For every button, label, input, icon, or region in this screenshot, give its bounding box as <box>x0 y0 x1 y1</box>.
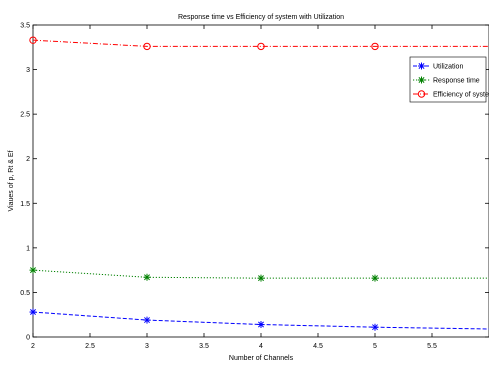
data-point <box>29 36 37 44</box>
legend: Utilization Response time Efficiency of sy… <box>409 56 489 103</box>
series-response-time <box>29 266 489 282</box>
y-tick-label: 3.5 <box>20 23 30 30</box>
series-layer <box>29 36 489 331</box>
y-tick-label: 0 <box>26 335 30 342</box>
y-tick-label: 3 <box>26 67 30 74</box>
x-tick-label: 5.5 <box>427 343 437 350</box>
x-tick-label: 2 <box>31 343 35 350</box>
axis-ticks: 2 2.5 3 3.5 4 4.5 5 5.5 0 0.5 1 1.5 2 2.5 3 3.5 <box>20 23 489 350</box>
x-tick-label: 2.5 <box>85 343 95 350</box>
y-tick-label: 1 <box>26 245 30 252</box>
series-line <box>32 39 489 47</box>
x-tick-label: 3 <box>145 343 149 350</box>
data-point <box>143 316 151 324</box>
x-tick-label: 4 <box>259 343 263 350</box>
data-point <box>143 42 151 51</box>
data-point <box>371 42 379 51</box>
legend-label: Response time <box>433 78 480 85</box>
legend-marker <box>418 62 425 70</box>
data-point <box>257 321 265 329</box>
data-point <box>371 323 379 331</box>
data-point <box>29 308 37 316</box>
legend-item: Efficiency of system <box>413 90 489 99</box>
chart-title: Response time vs Efficiency of system wi… <box>178 14 344 21</box>
y-tick-label: 2.5 <box>20 112 30 119</box>
x-tick-label: 4.5 <box>313 343 323 350</box>
data-point <box>257 274 265 282</box>
data-point <box>143 273 151 281</box>
series-utilization <box>29 308 489 331</box>
x-tick-label: 3.5 <box>199 343 209 350</box>
y-tick-label: 2 <box>26 156 30 163</box>
x-tick-label: 5 <box>373 343 377 350</box>
legend-item: Response time <box>413 76 480 85</box>
data-point <box>371 274 379 282</box>
legend-label: Efficiency of system <box>433 92 489 99</box>
x-axis-title: Number of Channels <box>229 355 294 362</box>
data-point <box>29 266 37 274</box>
legend-marker <box>417 90 426 98</box>
y-tick-label: 1.5 <box>20 201 30 208</box>
series-efficiency-of-system <box>29 36 489 51</box>
legend-item: Utilization <box>413 62 463 71</box>
y-tick-label: 0.5 <box>20 290 30 297</box>
y-axis-title: Viaues of p, Rt & Ef <box>8 150 15 211</box>
data-point <box>257 42 265 51</box>
legend-marker <box>418 76 425 84</box>
legend-label: Utilization <box>433 64 463 71</box>
